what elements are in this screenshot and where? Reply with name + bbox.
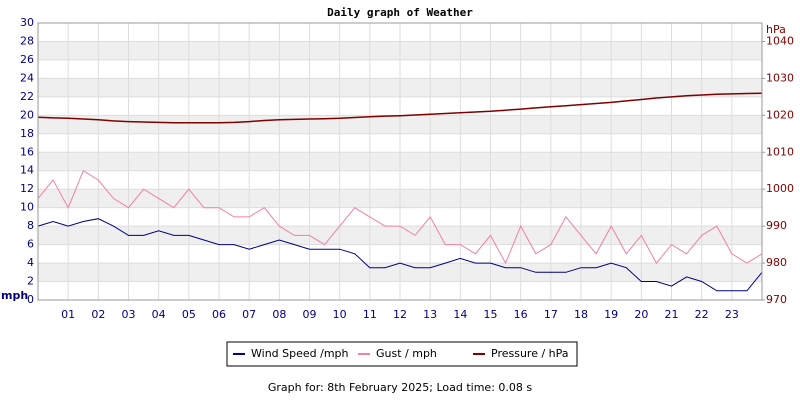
x-tick-label: 17 [544,308,558,321]
x-tick-label: 12 [393,308,407,321]
x-tick-label: 11 [363,308,377,321]
y-tick-label: 0 [27,293,34,306]
y2-tick-label: 1030 [766,71,794,84]
legend-label: Pressure / hPa [491,347,569,360]
x-tick-label: 14 [453,308,467,321]
y2-tick-label: 1040 [766,34,794,47]
y2-tick-label: 980 [766,256,787,269]
plot [37,92,763,292]
y2-tick-label: 1000 [766,182,794,195]
x-tick-label: 01 [61,308,75,321]
y-tick-label: 24 [20,71,34,84]
y2-tick-label: 970 [766,293,787,306]
y-tick-label: 6 [27,238,34,251]
y-tick-label: 16 [20,145,34,158]
plot-frame [37,22,763,301]
x-tick-label: 05 [182,308,196,321]
x-tick-label: 13 [423,308,437,321]
x-tick-label: 23 [725,308,739,321]
grid [38,22,762,301]
x-tick-label: 08 [272,308,286,321]
y2-tick-label: 1020 [766,108,794,121]
x-tick-label: 07 [242,308,256,321]
y2-tick-label: 990 [766,219,787,232]
footer: Graph for: 8th February 2025; Load time:… [268,381,533,394]
x-tick-label: 16 [514,308,528,321]
y-tick-label: 26 [20,53,34,66]
y-tick-label: 2 [27,275,34,288]
y2-tick-label: 1010 [766,145,794,158]
x-tick-label: 10 [333,308,347,321]
x-tick-label: 18 [574,308,588,321]
series-line [37,218,763,292]
x-tick-label: 09 [303,308,317,321]
x-tick-label: 20 [634,308,648,321]
x-tick-label: 02 [91,308,105,321]
x-tick-label: 03 [122,308,136,321]
y-tick-label: 18 [20,127,34,140]
series-line [37,92,763,124]
legend-label: Wind Speed /mph [251,347,349,360]
y-tick-label: 4 [27,256,34,269]
legend-items: Wind Speed /mph Gust / mph Pressure / hPa [233,347,569,360]
y2-axis-label: hPa [766,23,786,36]
y-tick-label: 14 [20,164,34,177]
x-tick-label: 22 [695,308,709,321]
x-tick-label: 06 [212,308,226,321]
x-tick-label: 04 [152,308,166,321]
y-tick-label: 8 [27,219,34,232]
y-tick-label: 30 [20,16,34,29]
y-tick-label: 12 [20,182,34,195]
chart-title: Daily graph of Weather [327,6,473,19]
legend-label: Gust / mph [376,347,437,360]
y-tick-label: 20 [20,108,34,121]
y-tick-label: 28 [20,34,34,47]
y-axis-label: mph [1,289,28,302]
y-tick-label: 22 [20,90,34,103]
x-tick-label: 21 [665,308,679,321]
series-line [37,169,763,265]
x-tick-label: 19 [604,308,618,321]
legend [226,341,578,367]
y-tick-label: 10 [20,201,34,214]
x-tick-label: 15 [484,308,498,321]
